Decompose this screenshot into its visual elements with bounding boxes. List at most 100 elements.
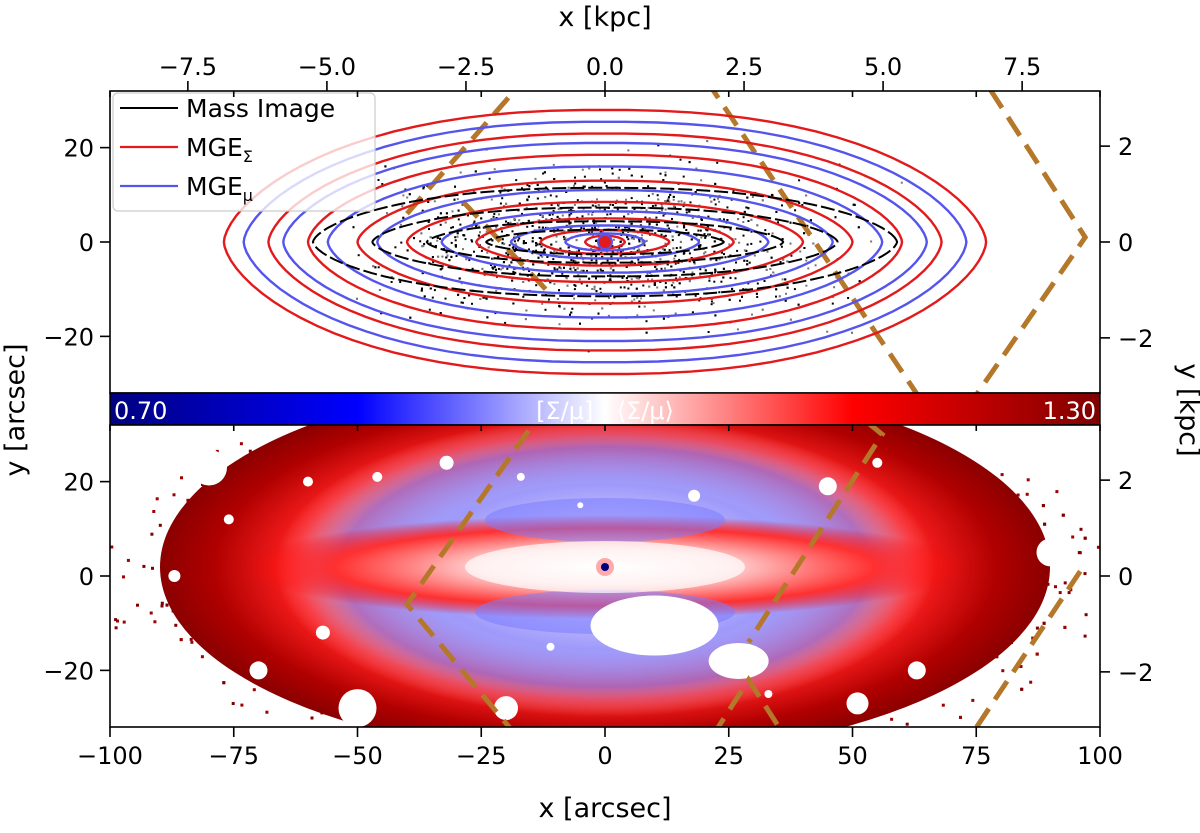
mass-image-point [408, 193, 411, 196]
mass-image-point [729, 276, 732, 279]
mass-image-contour [425, 220, 785, 264]
mass-image-point [708, 277, 711, 280]
mass-image-point [466, 214, 469, 217]
mass-image-point [422, 186, 425, 188]
mass-image-point [746, 289, 749, 292]
mass-image-point [611, 167, 614, 170]
mass-image-point [574, 182, 577, 185]
mass-image-point [713, 250, 716, 253]
mass-image-point [590, 259, 593, 262]
mass-image-point [609, 203, 612, 206]
mass-image-point [525, 242, 527, 244]
tick-label: −2.5 [437, 53, 495, 81]
mass-image-point [433, 289, 436, 292]
mass-image-point [526, 184, 529, 187]
ratio-noise-pixel [222, 681, 226, 685]
mass-image-point [580, 269, 583, 272]
mass-image-point [610, 255, 613, 258]
mass-image-point [583, 175, 586, 178]
mass-image-point [831, 302, 834, 305]
mass-image-point [377, 179, 380, 181]
mass-image-point [624, 202, 627, 205]
ratio-noise-pixel [1083, 572, 1087, 576]
mass-image-point [552, 163, 555, 166]
mass-image-point [805, 259, 808, 262]
mass-image-point [784, 299, 787, 302]
mass-image-point [503, 242, 506, 245]
mass-image-point [619, 251, 622, 254]
legend-label-mge-sigma: MGEΣ [186, 133, 253, 166]
ratio-inner-blue [485, 498, 725, 542]
ratio-noise-pixel [122, 620, 126, 624]
legend-label-mge-mu: MGEμ [186, 172, 253, 205]
mass-image-point [651, 192, 654, 195]
mge-sigma-contour [267, 132, 943, 352]
ratio-noise-pixel [1001, 669, 1005, 673]
masked-star [516, 472, 525, 481]
mass-image-point [544, 308, 547, 311]
tick-label: −75 [208, 742, 259, 770]
ratio-noise-pixel [174, 623, 178, 627]
dashed-box-line [746, 425, 886, 644]
mass-image-point [750, 230, 753, 233]
mass-image-point [487, 246, 490, 249]
mass-image-point [409, 316, 412, 319]
mass-image-point [685, 229, 688, 231]
colorbar-gradient [109, 392, 1101, 426]
mass-image-point [565, 277, 568, 280]
mass-image-point [491, 239, 494, 242]
mass-image-point [756, 224, 759, 227]
mass-image-point [786, 260, 789, 263]
mass-image-point [439, 237, 442, 240]
mass-image-point [609, 294, 612, 297]
mass-image-point [673, 257, 676, 260]
mass-image-point [703, 252, 706, 255]
mass-image-point [544, 226, 547, 229]
mass-image-point [431, 256, 434, 259]
mass-image-point [605, 185, 608, 187]
mass-image-point [499, 202, 502, 205]
mass-image-point [546, 255, 549, 258]
mass-image-point [620, 254, 623, 257]
mass-image-point [659, 258, 662, 261]
mass-image-point [688, 260, 691, 263]
mass-image-point [608, 263, 611, 266]
mass-image-point [646, 273, 649, 276]
mass-image-point [550, 243, 553, 246]
mass-image-point [770, 256, 773, 259]
mass-image-point [746, 196, 749, 199]
mass-image-point [453, 198, 456, 201]
mass-image-point [591, 227, 594, 230]
mass-image-point [522, 295, 525, 298]
mass-image-point [751, 196, 754, 198]
mass-image-point [515, 179, 518, 182]
mass-image-point [558, 266, 561, 269]
mass-image-point [569, 221, 572, 224]
mass-image-point [652, 309, 655, 312]
mass-image-point [574, 176, 576, 179]
dashed-box-line [974, 91, 1089, 393]
ratio-noise-pixel [153, 620, 157, 624]
masked-star [249, 661, 268, 680]
mass-image-point [563, 230, 566, 233]
mass-image-point [565, 190, 568, 193]
mass-image-point [628, 227, 631, 230]
dashed-box-line [973, 569, 1083, 727]
mass-image-point [619, 240, 622, 243]
mass-image-point [628, 242, 631, 245]
mass-image-point [720, 280, 723, 283]
mass-image-point [766, 250, 769, 253]
mge-sigma-contour [306, 153, 904, 331]
tick-label: 0 [597, 742, 612, 770]
mass-image-point [710, 300, 713, 303]
mass-image-point [597, 204, 600, 206]
mass-image-point [667, 197, 670, 200]
mass-image-point [445, 212, 448, 215]
mass-image-point [689, 279, 691, 282]
mass-image-point [576, 250, 579, 253]
mass-image-point [741, 295, 743, 298]
ratio-noise-pixel [149, 611, 153, 615]
mass-image-point [372, 265, 375, 268]
mass-image-point [527, 219, 530, 222]
ratio-noise-pixel [122, 575, 125, 579]
